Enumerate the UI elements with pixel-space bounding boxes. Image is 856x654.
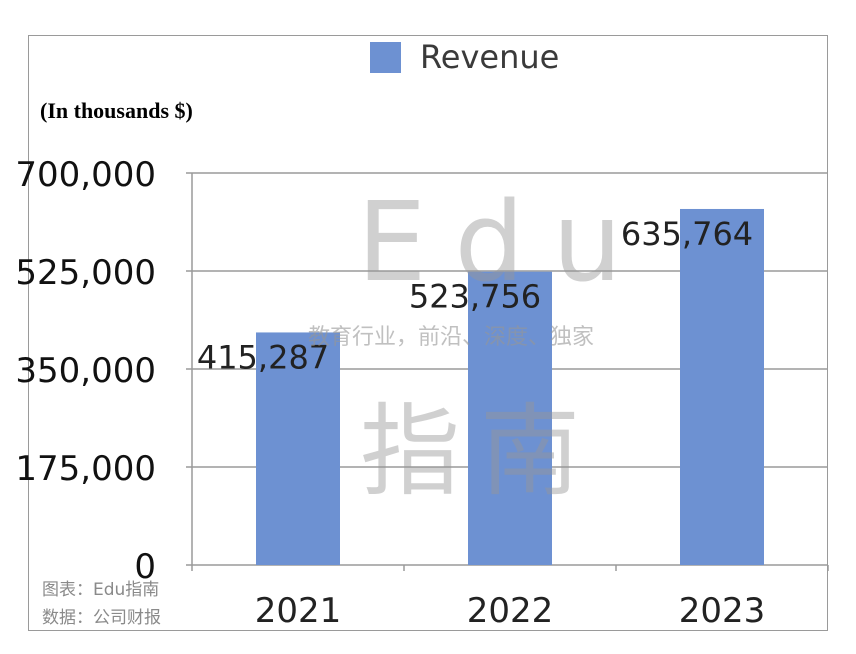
y-tick-label: 700,000	[15, 155, 156, 195]
unit-label: (In thousands $)	[40, 98, 193, 123]
x-tick-label: 2021	[255, 591, 342, 631]
source-data-from: 数据：公司财报	[42, 608, 161, 628]
chart-frame	[28, 35, 828, 631]
legend-label-revenue: Revenue	[420, 38, 560, 76]
y-tick-label: 350,000	[15, 351, 156, 391]
data-label: 523,756	[409, 278, 541, 316]
data-label: 635,764	[621, 215, 753, 253]
bar-2022	[468, 271, 552, 565]
bar-2023	[680, 208, 764, 565]
legend-swatch-revenue	[370, 41, 401, 73]
legend: Revenue	[370, 38, 559, 76]
y-tick-label: 0	[134, 547, 156, 587]
y-tick-label: 175,000	[15, 449, 156, 489]
y-tick-label: 525,000	[15, 253, 156, 293]
source-chart-by: 图表：Edu指南	[42, 580, 160, 600]
data-label: 415,287	[197, 338, 329, 376]
x-tick-label: 2023	[679, 591, 766, 631]
x-tick-label: 2022	[467, 591, 554, 631]
bar-2021	[256, 332, 340, 565]
